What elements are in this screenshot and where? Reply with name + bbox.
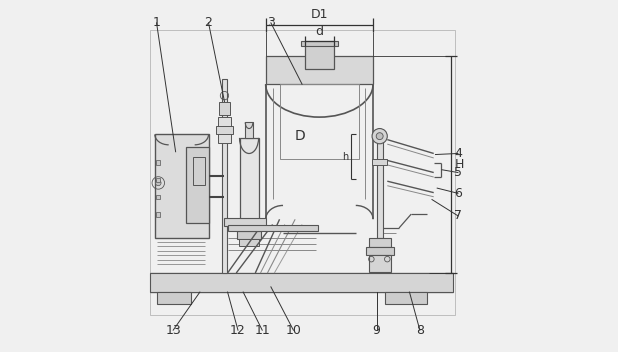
Circle shape — [376, 133, 383, 140]
Text: 10: 10 — [286, 324, 302, 337]
Bar — [245, 122, 253, 138]
Bar — [368, 238, 391, 247]
Bar — [216, 126, 233, 134]
Text: 8: 8 — [416, 324, 424, 337]
Bar — [227, 225, 318, 231]
Text: 7: 7 — [454, 209, 462, 222]
Text: 4: 4 — [454, 147, 462, 160]
Bar — [385, 292, 427, 304]
Bar — [239, 239, 259, 246]
Bar — [156, 161, 160, 165]
Text: 2: 2 — [205, 17, 213, 29]
Text: D1: D1 — [311, 8, 328, 21]
Text: 9: 9 — [373, 324, 381, 337]
Circle shape — [156, 180, 161, 186]
Bar — [186, 146, 208, 223]
Bar — [156, 212, 160, 216]
Bar — [240, 138, 259, 231]
Bar — [156, 292, 191, 304]
Text: 1: 1 — [153, 17, 161, 29]
Text: H: H — [455, 158, 464, 171]
Text: h: h — [342, 152, 349, 162]
Bar — [376, 138, 383, 238]
Bar — [193, 157, 205, 185]
Text: 3: 3 — [267, 17, 275, 29]
Bar — [150, 273, 453, 292]
Bar — [218, 117, 231, 143]
Bar — [372, 159, 387, 165]
Bar — [222, 79, 227, 273]
Bar — [366, 247, 394, 254]
Bar — [266, 56, 373, 84]
Bar — [156, 195, 160, 199]
Bar — [156, 178, 160, 182]
Bar — [150, 31, 454, 315]
Bar — [279, 84, 359, 159]
Bar — [368, 254, 391, 272]
Text: D: D — [295, 129, 306, 143]
Bar — [224, 218, 266, 226]
Circle shape — [372, 128, 387, 144]
Bar — [237, 231, 261, 239]
Text: 6: 6 — [454, 187, 462, 200]
Bar — [155, 134, 208, 238]
Text: d: d — [315, 25, 323, 38]
Text: 11: 11 — [255, 324, 270, 337]
Text: 12: 12 — [230, 324, 246, 337]
Text: 5: 5 — [454, 166, 462, 179]
Bar — [219, 101, 230, 115]
Bar — [301, 41, 337, 46]
Bar — [305, 43, 334, 69]
Text: 13: 13 — [166, 324, 181, 337]
